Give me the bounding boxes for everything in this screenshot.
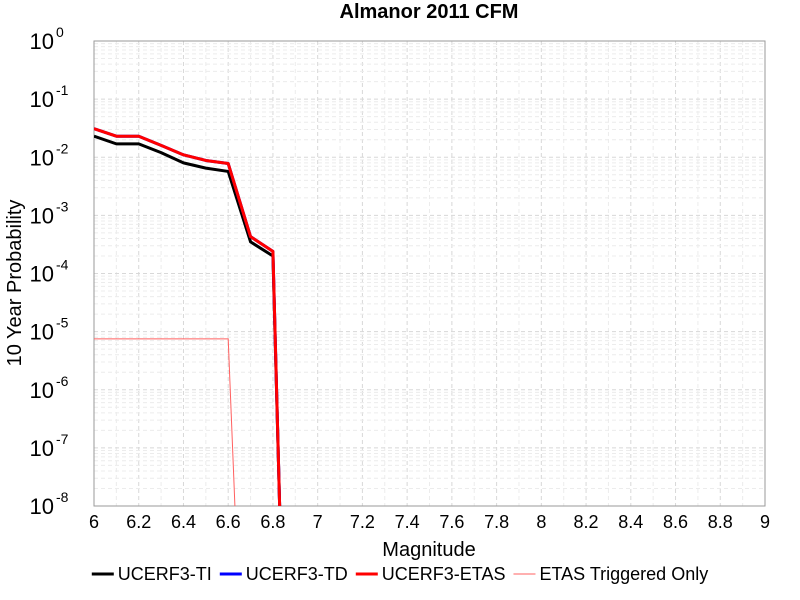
legend-label: UCERF3-TI (118, 564, 212, 584)
series-group (94, 127, 282, 507)
y-tick-exponent: -3 (56, 198, 69, 214)
y-tick-exponent: -5 (56, 315, 69, 331)
y-tick-base: 10 (30, 87, 54, 112)
x-tick-label: 6.6 (216, 512, 241, 532)
series-line-ucerf3-etas (94, 127, 282, 507)
y-axis-label: 10 Year Probability (4, 200, 26, 367)
series-line-ucerf3-ti (94, 134, 282, 507)
y-tick-exponent: -6 (56, 373, 69, 389)
x-tick-label: 8.6 (663, 512, 688, 532)
x-tick-label: 8.8 (708, 512, 733, 532)
x-tick-label: 6.2 (126, 512, 151, 532)
x-tick-label: 6.4 (171, 512, 196, 532)
legend-item: UCERF3-ETAS (355, 564, 506, 584)
x-axis-label: Magnitude (382, 539, 475, 561)
legend-label: UCERF3-ETAS (382, 564, 506, 584)
y-tick-label: 10 -5 (30, 315, 69, 345)
y-tick-exponent: -7 (56, 431, 69, 447)
x-tick-labels: 6 6.2 6.4 6.6 6.8 7 7.2 7.4 7.6 7.8 8 8.2 8.4 8.6 8.8 9 (89, 512, 770, 532)
y-tick-label: 10 -4 (30, 257, 69, 287)
legend-item: UCERF3-TD (219, 564, 348, 584)
y-tick-base: 10 (30, 436, 54, 461)
y-tick-base: 10 (30, 203, 54, 228)
x-tick-label: 7 (313, 512, 323, 532)
y-tick-label: 10 -6 (30, 373, 69, 403)
y-tick-label: 10 -3 (30, 198, 69, 228)
y-tick-exponent: -1 (56, 82, 69, 98)
y-tick-base: 10 (30, 145, 54, 170)
legend-item: ETAS Triggered Only (513, 564, 708, 584)
y-tick-exponent: -2 (56, 140, 69, 156)
y-tick-base: 10 (30, 29, 54, 54)
chart-title: Almanor 2011 CFM (340, 1, 519, 23)
x-tick-label: 9 (760, 512, 770, 532)
y-tick-base: 10 (30, 262, 54, 287)
x-tick-label: 8.4 (618, 512, 643, 532)
y-tick-base: 10 (30, 320, 54, 345)
x-tick-label: 7.4 (395, 512, 420, 532)
y-tick-label: 10 -7 (30, 431, 69, 461)
y-tick-base: 10 (30, 378, 54, 403)
legend: UCERF3-TI UCERF3-TD UCERF3-ETAS ETAS Trigge… (91, 564, 708, 584)
x-tick-label: 7.8 (484, 512, 509, 532)
x-tick-label: 8 (536, 512, 546, 532)
y-tick-base: 10 (30, 494, 54, 519)
legend-item: UCERF3-TI (91, 564, 212, 584)
x-tick-label: 8.2 (574, 512, 599, 532)
y-tick-label: 10 0 (30, 24, 64, 54)
grid (93, 40, 766, 507)
x-tick-label: 6.8 (260, 512, 285, 532)
y-tick-exponent: -8 (56, 489, 69, 505)
plot-frame (93, 40, 766, 507)
y-tick-exponent: -4 (56, 257, 69, 273)
series-line-etas-triggered-only (94, 338, 236, 507)
legend-label: ETAS Triggered Only (539, 564, 708, 584)
y-tick-exponent: 0 (56, 24, 64, 40)
x-tick-label: 6 (89, 512, 99, 532)
legend-label: UCERF3-TD (246, 564, 348, 584)
x-tick-label: 7.2 (350, 512, 375, 532)
x-tick-label: 7.6 (439, 512, 464, 532)
y-tick-label: 10 -8 (30, 489, 69, 519)
y-tick-label: 10 -2 (30, 140, 69, 170)
y-tick-label: 10 -1 (30, 82, 69, 112)
